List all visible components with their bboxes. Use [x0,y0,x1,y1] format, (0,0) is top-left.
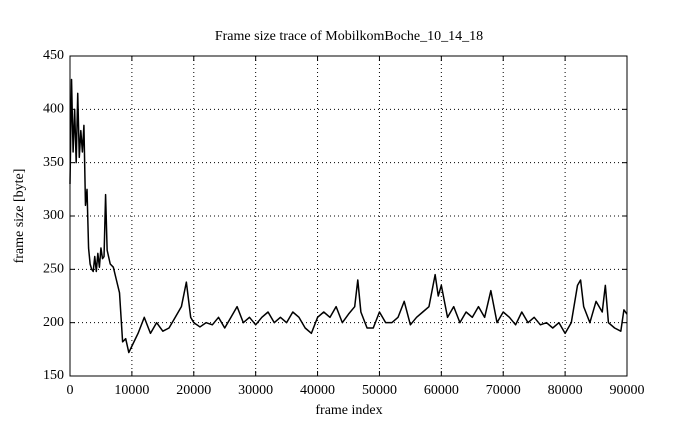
y-axis-label: frame size [byte] [12,169,27,264]
y-tick-label: 400 [43,102,64,117]
x-tick-label: 90000 [610,383,645,398]
x-tick-label: 80000 [548,383,583,398]
data-line [69,78,628,354]
x-tick-label: 10000 [114,383,149,398]
y-tick-label: 300 [43,208,64,223]
x-tick-label: 50000 [362,383,397,398]
x-tick-label: 0 [67,383,74,398]
x-tick-label: 30000 [238,383,273,398]
x-tick-label: 60000 [424,383,459,398]
y-tick-label: 350 [43,155,64,170]
chart-title: Frame size trace of MobilkomBoche_10_14_… [215,29,483,44]
y-tick-label: 250 [43,262,64,277]
x-axis-label: frame index [315,403,382,418]
x-tick-label: 40000 [300,383,335,398]
y-tick-label: 450 [43,48,64,63]
y-tick-label: 150 [43,368,64,383]
x-tick-label: 70000 [486,383,521,398]
y-tick-label: 200 [43,315,64,330]
x-tick-label: 20000 [176,383,211,398]
